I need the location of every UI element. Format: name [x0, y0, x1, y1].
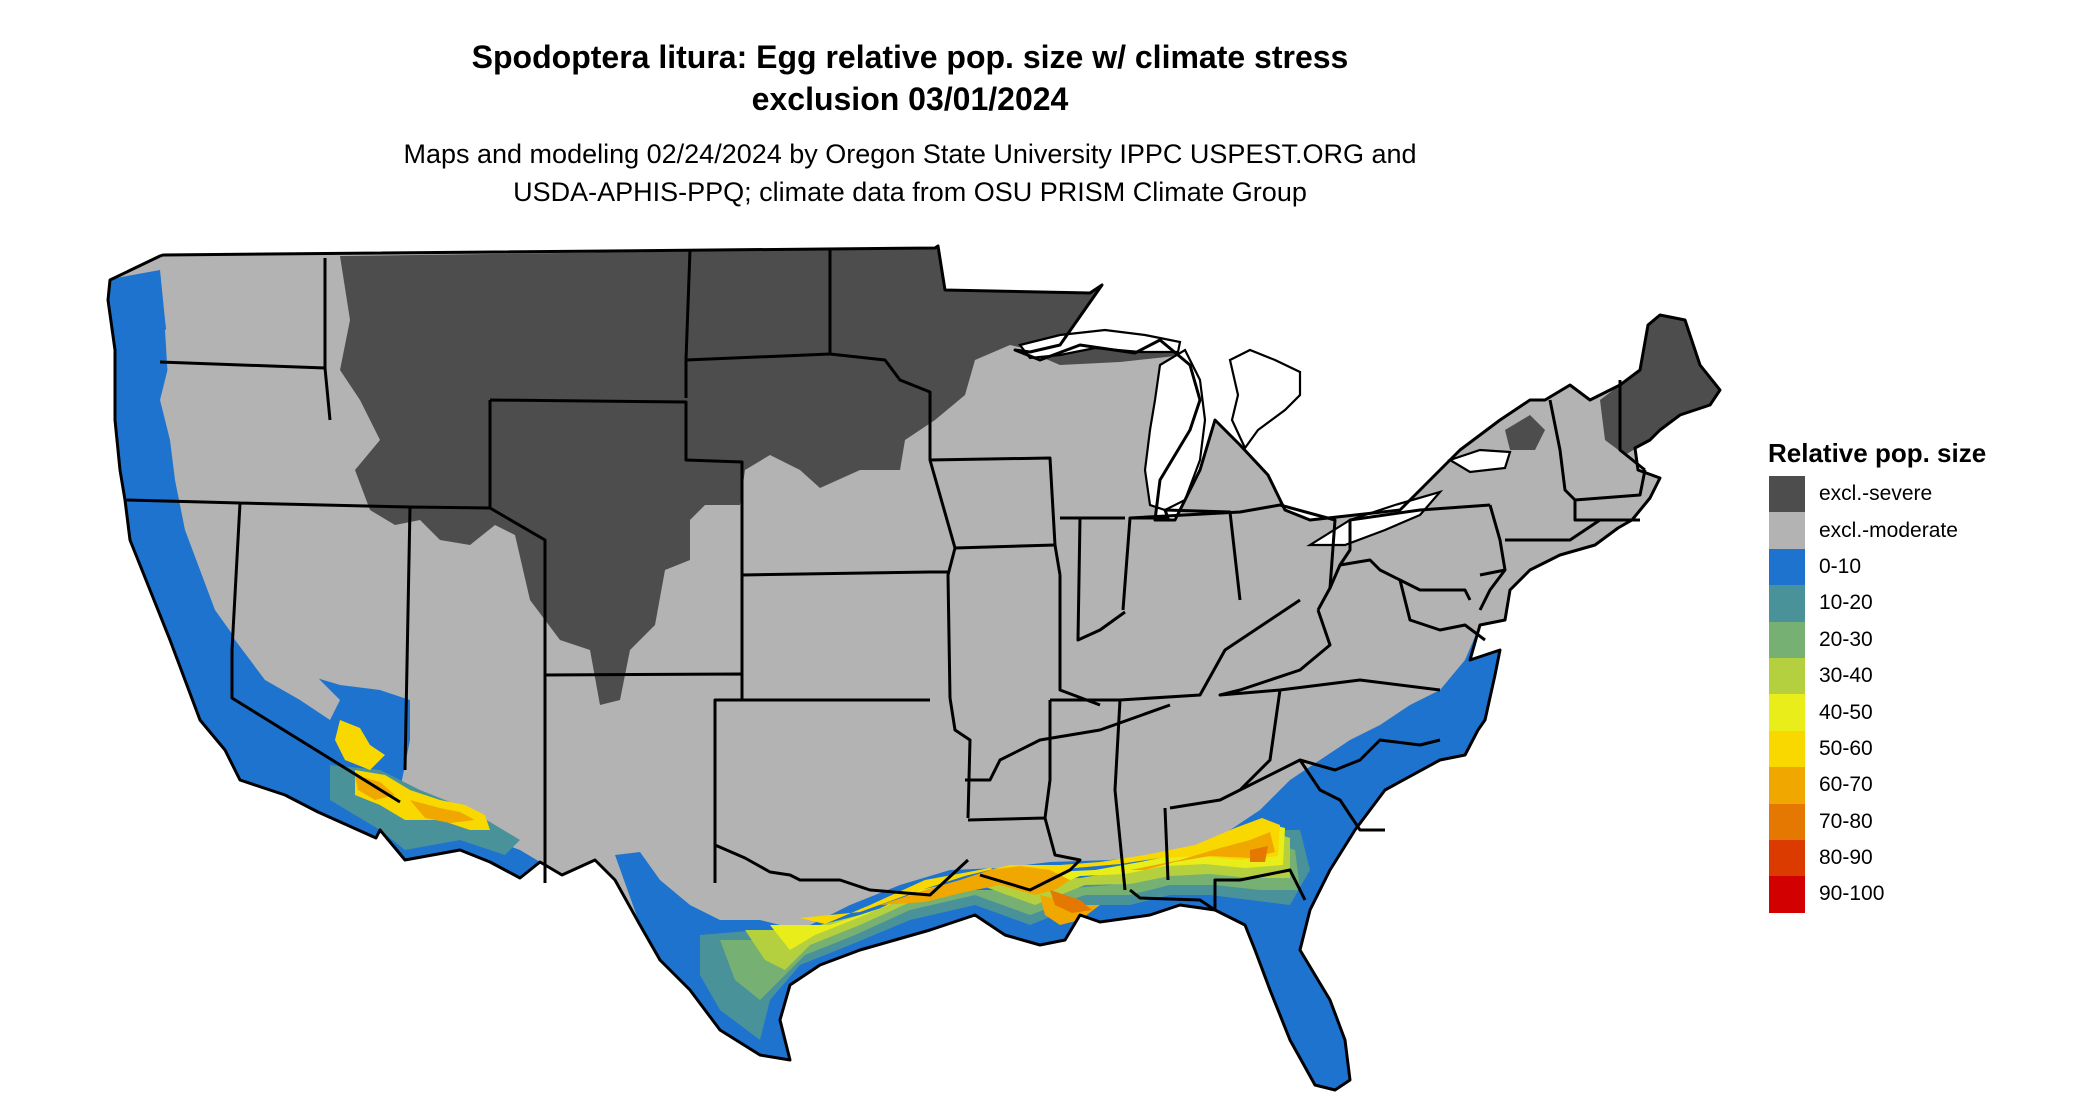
legend-label: 40-50 — [1819, 700, 1873, 724]
map-title-line1: Spodoptera litura: Egg relative pop. siz… — [471, 39, 1349, 75]
legend-item-40-50: 40-50 — [1769, 694, 2069, 731]
legend-swatch — [1769, 767, 1805, 804]
legend-swatch — [1769, 876, 1805, 913]
excl-severe-region — [340, 248, 1102, 705]
legend-item-excl-severe: excl.-severe — [1769, 476, 2069, 513]
excl-severe-maine — [1600, 315, 1720, 455]
legend-swatch — [1769, 657, 1805, 695]
band-0-10-west-coast — [108, 270, 540, 878]
band-10-20 — [330, 765, 1310, 1040]
band-70-80 — [1050, 846, 1268, 913]
legend-item-excl-moderate: excl.-moderate — [1769, 512, 2069, 549]
map-subtitle-line1: Maps and modeling 02/24/2024 by Oregon S… — [403, 139, 1417, 169]
legend-swatch — [1769, 548, 1805, 586]
legend-swatch — [1769, 512, 1805, 549]
legend-swatch — [1769, 803, 1805, 840]
map-title-line2: exclusion 03/01/2024 — [751, 81, 1069, 117]
legend-swatch — [1769, 621, 1805, 658]
legend-label: excl.-moderate — [1819, 518, 1958, 542]
band-20-30 — [720, 840, 1300, 1000]
legend-item-10-20: 10-20 — [1769, 585, 2069, 622]
legend-item-50-60: 50-60 — [1769, 730, 2069, 768]
excl-moderate-cascade — [165, 320, 340, 720]
legend-label: 70-80 — [1819, 809, 1873, 833]
legend-swatch — [1769, 694, 1805, 731]
legend-item-70-80: 70-80 — [1769, 803, 2069, 840]
legend-label: 50-60 — [1819, 736, 1873, 760]
legend-item-0-10: 0-10 — [1769, 548, 2069, 586]
legend-swatch — [1769, 839, 1805, 877]
legend-swatch — [1769, 476, 1805, 513]
legend-item-60-70: 60-70 — [1769, 767, 2069, 804]
legend-swatch — [1769, 585, 1805, 622]
state-boundaries — [106, 244, 1722, 1092]
legend-label: 0-10 — [1819, 554, 1862, 578]
legend-items: excl.-severe excl.-moderate 0-10 10-20 2… — [1769, 476, 2069, 913]
legend-swatch — [1769, 730, 1805, 768]
legend-item-80-90: 80-90 — [1769, 839, 2069, 877]
legend-item-20-30: 20-30 — [1769, 621, 2069, 658]
legend-label: excl.-severe — [1819, 482, 1933, 506]
band-60-70 — [355, 775, 1275, 925]
legend-label: 90-100 — [1819, 882, 1885, 906]
legend-title: Relative pop. size — [1768, 438, 1987, 468]
legend-item-90-100: 90-100 — [1769, 876, 2069, 913]
legend-label: 60-70 — [1819, 773, 1873, 797]
legend: Relative pop. size excl.-severe excl.-mo… — [1768, 436, 2069, 913]
excl-severe-ny — [1505, 415, 1545, 450]
great-lakes — [1018, 328, 1512, 547]
legend-label: 20-30 — [1819, 627, 1873, 651]
legend-item-30-40: 30-40 — [1769, 657, 2069, 695]
map-subtitle-line2: USDA-APHIS-PPQ; climate data from OSU PR… — [513, 177, 1307, 207]
legend-label: 80-90 — [1819, 846, 1873, 870]
legend-label: 30-40 — [1819, 664, 1873, 688]
band-0-10-gulf-se — [615, 620, 1505, 1090]
legend-label: 10-20 — [1819, 591, 1873, 615]
